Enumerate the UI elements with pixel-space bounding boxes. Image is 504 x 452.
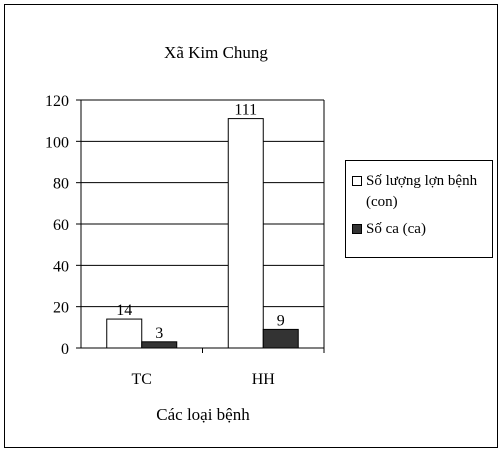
legend-label-series-1: Số lượng lợn bệnh (con) bbox=[366, 173, 478, 210]
y-gridlines bbox=[81, 99, 325, 348]
y-tick-label: 100 bbox=[45, 134, 69, 151]
chart-title: Xã Kim Chung bbox=[164, 43, 268, 62]
legend-label-series-2: Số ca (ca) bbox=[366, 221, 426, 237]
y-tick-label: 80 bbox=[53, 176, 69, 193]
y-tick-label: 40 bbox=[53, 258, 69, 275]
x-axis-title: Các loại bệnh bbox=[156, 405, 250, 424]
bars: 14 3 111 9 bbox=[106, 102, 299, 349]
y-axis: 0 20 40 60 80 100 120 bbox=[45, 93, 82, 358]
y-tick-label: 0 bbox=[61, 341, 69, 358]
data-label: 111 bbox=[234, 102, 257, 119]
bar-hh-series-2 bbox=[262, 328, 299, 349]
data-label: 3 bbox=[155, 325, 163, 342]
y-tick-label: 120 bbox=[45, 93, 69, 110]
y-tick-label: 20 bbox=[53, 300, 69, 317]
legend-swatch-series-1 bbox=[352, 176, 362, 186]
y-tick-label: 60 bbox=[53, 217, 69, 234]
legend: Số lượng lợn bệnh (con) Số ca (ca) bbox=[345, 160, 493, 258]
x-tick-label: TC bbox=[132, 371, 152, 388]
bar-hh-series-1 bbox=[227, 118, 264, 349]
data-label: 14 bbox=[116, 302, 132, 319]
x-axis: TC HH bbox=[81, 347, 325, 388]
chart-frame bbox=[4, 4, 498, 448]
legend-swatch-series-2 bbox=[352, 224, 362, 234]
bar-tc-series-2 bbox=[141, 341, 178, 349]
bar-tc-series-1 bbox=[106, 318, 143, 349]
x-tick-label: HH bbox=[252, 371, 276, 388]
data-label: 9 bbox=[277, 312, 285, 329]
